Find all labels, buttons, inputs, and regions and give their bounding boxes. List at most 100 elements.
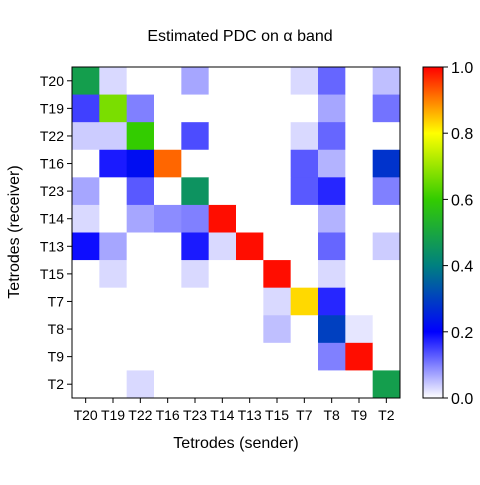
y-tick-label: T13 — [40, 238, 64, 254]
heatmap-cell-T15-T9 — [345, 260, 374, 289]
heatmap-cells — [72, 67, 401, 399]
heatmap-cell-T9-T23 — [181, 342, 210, 371]
heatmap-cell-T19-T22 — [126, 94, 155, 123]
heatmap-cell-T9-T8 — [318, 342, 346, 371]
heatmap-cell-T20-T22 — [126, 67, 155, 95]
heatmap-cell-T7-T14 — [208, 287, 237, 316]
colorbar — [422, 66, 444, 399]
heatmap-cell-T13-T8 — [318, 232, 346, 261]
heatmap-cell-T8-T13 — [236, 315, 264, 344]
heatmap-cell-T2-T19 — [99, 370, 128, 399]
heatmap-cell-T7-T9 — [345, 287, 374, 316]
x-tick-label: T8 — [323, 407, 340, 423]
y-tick-label: T16 — [40, 156, 64, 172]
heatmap-cell-T2-T20 — [72, 370, 100, 399]
heatmap-cell-T7-T20 — [72, 287, 100, 316]
heatmap-cell-T15-T2 — [372, 260, 401, 289]
heatmap-cell-T20-T14 — [208, 67, 237, 95]
y-tick-label: T14 — [40, 211, 64, 227]
heatmap-cell-T15-T15 — [263, 260, 292, 289]
heatmap-cell-T7-T16 — [154, 287, 182, 316]
heatmap-cell-T20-T8 — [318, 67, 346, 95]
heatmap-cell-T23-T7 — [290, 177, 319, 206]
heatmap-cell-T23-T22 — [126, 177, 155, 206]
heatmap-cell-T16-T16 — [154, 149, 182, 178]
y-tick-label: T23 — [40, 183, 64, 199]
heatmap-cell-T15-T16 — [154, 260, 182, 289]
heatmap-cell-T23-T23 — [181, 177, 210, 206]
heatmap-cell-T23-T15 — [263, 177, 292, 206]
heatmap-cell-T19-T9 — [345, 94, 374, 123]
heatmap-cell-T8-T8 — [318, 315, 346, 344]
x-tick-label: T2 — [378, 407, 395, 423]
heatmap-cell-T23-T20 — [72, 177, 100, 206]
heatmap-cell-T8-T20 — [72, 315, 100, 344]
heatmap-cell-T20-T7 — [290, 67, 319, 95]
heatmap-cell-T20-T20 — [72, 67, 100, 95]
heatmap-cell-T9-T7 — [290, 342, 319, 371]
heatmap-cell-T9-T22 — [126, 342, 155, 371]
heatmap-cell-T7-T22 — [126, 287, 155, 316]
x-tick-label: T9 — [351, 407, 368, 423]
heatmap-cell-T22-T13 — [236, 122, 264, 151]
heatmap-cell-T15-T14 — [208, 260, 237, 289]
heatmap-cell-T20-T16 — [154, 67, 182, 95]
y-tick-label: T20 — [40, 73, 64, 89]
heatmap-cell-T16-T14 — [208, 149, 237, 178]
colorbar-tick-label: 0.8 — [451, 126, 473, 143]
heatmap-cell-T2-T13 — [236, 370, 264, 399]
heatmap-cell-T7-T19 — [99, 287, 128, 316]
heatmap-cell-T8-T23 — [181, 315, 210, 344]
heatmap-cell-T20-T13 — [236, 67, 264, 95]
heatmap-cell-T23-T8 — [318, 177, 346, 206]
x-tick-label: T7 — [296, 407, 313, 423]
heatmap-cell-T22-T19 — [99, 122, 128, 151]
heatmap-cell-T16-T20 — [72, 149, 100, 178]
heatmap-cell-T15-T13 — [236, 260, 264, 289]
heatmap-cell-T22-T14 — [208, 122, 237, 151]
y-axis: T20 T19 T22 T16 T23 T14 T13 T15 T7 T8 T9 T2 — [40, 73, 72, 392]
heatmap-cell-T14-T23 — [181, 204, 210, 233]
heatmap-cell-T16-T15 — [263, 149, 292, 178]
heatmap-cell-T16-T23 — [181, 149, 210, 178]
y-tick-label: T8 — [48, 321, 65, 337]
heatmap-cell-T8-T16 — [154, 315, 182, 344]
heatmap-cell-T23-T14 — [208, 177, 237, 206]
x-axis-label: Tetrodes (sender) — [173, 435, 298, 452]
x-tick-label: T16 — [156, 407, 180, 423]
heatmap-cell-T2-T9 — [345, 370, 374, 399]
heatmap-cell-T2-T15 — [263, 370, 292, 399]
heatmap-cell-T7-T2 — [372, 287, 401, 316]
heatmap-cell-T13-T14 — [208, 232, 237, 261]
heatmap-cell-T14-T22 — [126, 204, 155, 233]
x-axis: T20 T19 T22 T16 T23 T14 T13 T15 T7 T8 T9 T2 — [74, 398, 395, 423]
heatmap-cell-T22-T8 — [318, 122, 346, 151]
heatmap-cell-T13-T22 — [126, 232, 155, 261]
heatmap-cell-T13-T2 — [372, 232, 401, 261]
heatmap-cell-T16-T13 — [236, 149, 264, 178]
heatmap-cell-T7-T15 — [263, 287, 292, 316]
colorbar-tick-label: 0.6 — [451, 192, 473, 209]
heatmap-cell-T14-T7 — [290, 204, 319, 233]
heatmap-cell-T19-T7 — [290, 94, 319, 123]
heatmap-cell-T22-T2 — [372, 122, 401, 151]
heatmap-cell-T19-T2 — [372, 94, 401, 123]
heatmap-cell-T20-T19 — [99, 67, 128, 95]
heatmap-cell-T9-T16 — [154, 342, 182, 371]
x-tick-label: T15 — [265, 407, 289, 423]
heatmap-cell-T7-T8 — [318, 287, 346, 316]
heatmap-cell-T15-T23 — [181, 260, 210, 289]
x-tick-label: T23 — [183, 407, 207, 423]
heatmap-cell-T9-T15 — [263, 342, 292, 371]
heatmap-cell-T8-T9 — [345, 315, 374, 344]
heatmap-cell-T23-T16 — [154, 177, 182, 206]
heatmap-cell-T14-T15 — [263, 204, 292, 233]
heatmap-cell-T15-T19 — [99, 260, 128, 289]
x-tick-label: T13 — [238, 407, 262, 423]
heatmap-cell-T16-T9 — [345, 149, 374, 178]
x-tick-label: T20 — [74, 407, 98, 423]
heatmap-cell-T8-T15 — [263, 315, 292, 344]
heatmap-cell-T2-T16 — [154, 370, 182, 399]
x-tick-label: T22 — [128, 407, 152, 423]
